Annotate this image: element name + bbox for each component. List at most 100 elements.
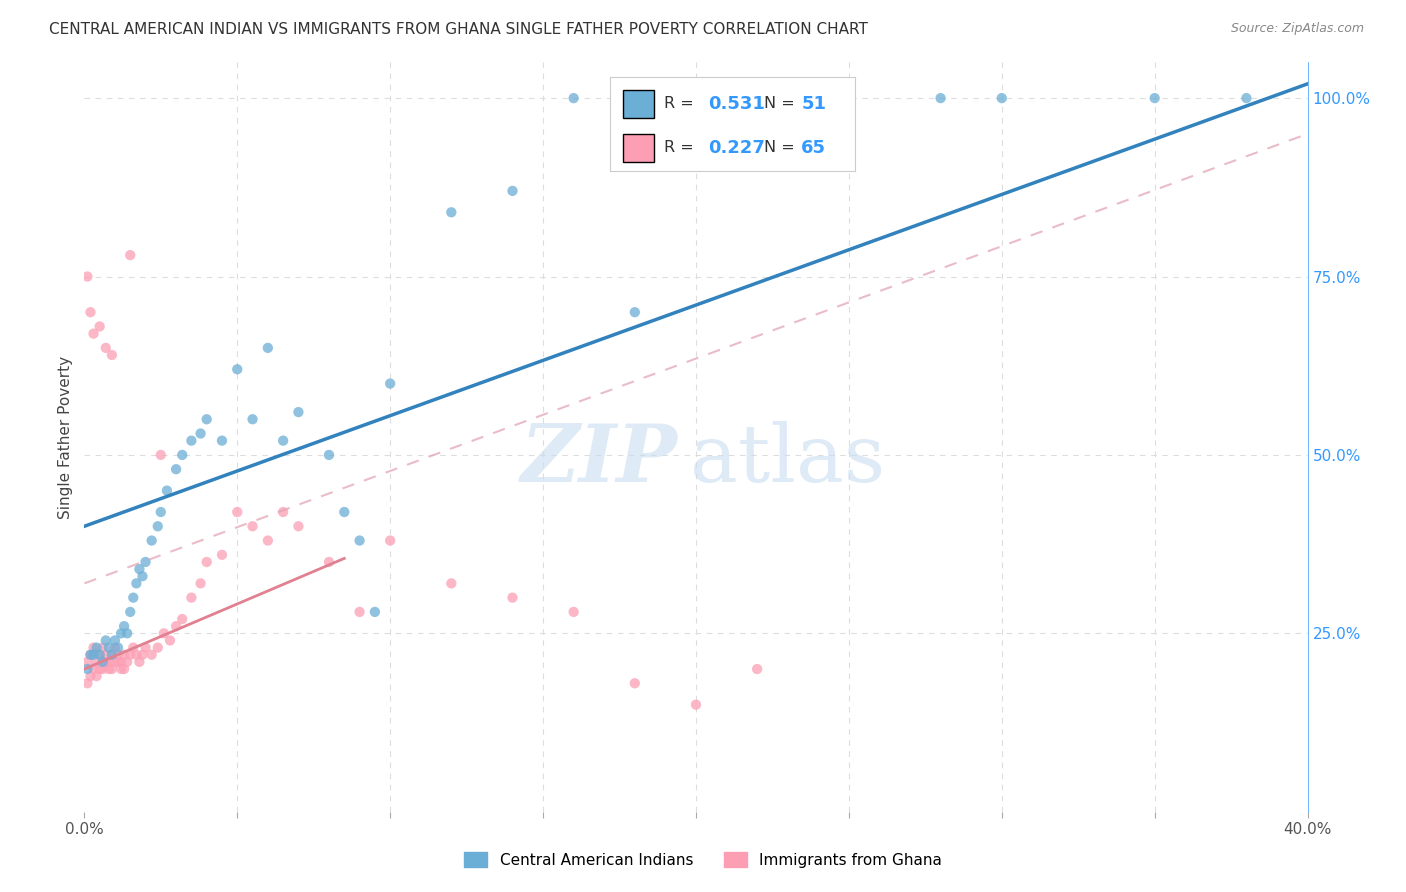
Point (125, 576, 148, 591)
Point (190, 426, 212, 441)
Point (86, 655, 108, 669)
Point (89, 648, 111, 662)
Point (94, 655, 117, 669)
Point (83, 662, 105, 676)
Point (89, 662, 111, 676)
Point (76, 655, 98, 669)
Point (107, 655, 129, 669)
Point (562, 91, 585, 105)
Point (141, 533, 163, 548)
Point (91, 662, 114, 676)
Point (318, 448, 340, 462)
Point (271, 434, 294, 448)
Point (125, 648, 148, 662)
Point (257, 341, 280, 355)
Point (131, 569, 153, 583)
Point (120, 248, 142, 262)
Point (94, 633, 117, 648)
Point (502, 591, 524, 605)
Point (110, 662, 132, 676)
Point (838, 91, 860, 105)
Point (364, 605, 387, 619)
Point (287, 405, 309, 419)
Point (1143, 91, 1166, 105)
Point (226, 362, 249, 376)
Point (747, 91, 769, 105)
Point (101, 648, 124, 662)
Point (747, 662, 769, 676)
Point (562, 605, 585, 619)
Text: ZIP: ZIP (520, 421, 678, 499)
Y-axis label: Single Father Poverty: Single Father Poverty (58, 356, 73, 518)
Point (120, 605, 142, 619)
Point (131, 648, 153, 662)
Point (115, 655, 138, 669)
Point (91, 640, 114, 655)
Point (440, 576, 463, 591)
Point (349, 533, 371, 548)
Point (110, 655, 132, 669)
Point (211, 548, 233, 562)
Point (195, 412, 218, 426)
Point (128, 655, 150, 669)
Point (107, 648, 129, 662)
Point (101, 648, 124, 662)
Point (172, 612, 194, 626)
Point (104, 633, 127, 648)
Point (287, 519, 309, 533)
Point (97, 640, 120, 655)
Point (146, 519, 169, 533)
Point (318, 555, 340, 569)
Point (115, 626, 138, 640)
Point (624, 676, 647, 690)
Point (502, 184, 524, 198)
Point (107, 640, 129, 655)
Legend: Central American Indians, Immigrants from Ghana: Central American Indians, Immigrants fro… (458, 846, 948, 873)
Point (242, 412, 264, 426)
Point (165, 619, 187, 633)
Text: Source: ZipAtlas.com: Source: ZipAtlas.com (1230, 22, 1364, 36)
Point (94, 648, 117, 662)
Point (211, 434, 233, 448)
Point (226, 505, 249, 519)
Point (440, 205, 463, 219)
Point (83, 648, 105, 662)
Point (110, 626, 132, 640)
Point (83, 326, 105, 341)
Point (83, 640, 105, 655)
Point (122, 591, 145, 605)
Point (180, 591, 202, 605)
Point (76, 269, 98, 284)
Point (380, 376, 402, 391)
Point (112, 619, 135, 633)
Point (156, 483, 179, 498)
Point (76, 676, 98, 690)
Point (122, 640, 145, 655)
Point (380, 533, 402, 548)
Point (120, 648, 142, 662)
Point (112, 662, 135, 676)
Point (135, 555, 157, 569)
Point (101, 348, 124, 362)
Point (86, 669, 108, 683)
Point (104, 640, 127, 655)
Point (135, 640, 157, 655)
Point (141, 648, 163, 662)
Point (146, 640, 169, 655)
Point (79, 648, 101, 662)
Point (91, 655, 114, 669)
Point (180, 434, 202, 448)
Text: CENTRAL AMERICAN INDIAN VS IMMIGRANTS FROM GHANA SINGLE FATHER POVERTY CORRELATI: CENTRAL AMERICAN INDIAN VS IMMIGRANTS FR… (49, 22, 868, 37)
Point (165, 462, 187, 476)
Point (1236, 91, 1258, 105)
Point (89, 648, 111, 662)
Point (76, 662, 98, 676)
Point (349, 605, 371, 619)
Point (190, 576, 212, 591)
Point (86, 640, 108, 655)
Point (271, 505, 294, 519)
Point (153, 626, 176, 640)
Point (97, 662, 120, 676)
Point (89, 319, 111, 334)
Point (333, 505, 356, 519)
